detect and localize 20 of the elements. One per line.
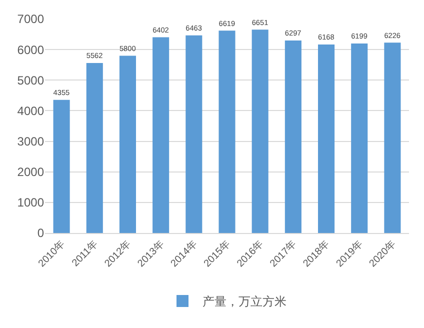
bar (119, 56, 136, 233)
y-tick-label: 4000 (17, 104, 44, 118)
y-tick-label: 0 (37, 226, 44, 240)
bar (186, 35, 202, 233)
bar (53, 100, 70, 233)
y-tick-label: 7000 (17, 12, 44, 26)
y-tick-label: 3000 (17, 134, 44, 148)
bar (86, 62, 103, 233)
y-tick-label: 5000 (17, 73, 44, 88)
y-tick-label: 1000 (17, 196, 44, 210)
y-tick-label: 6000 (17, 42, 44, 57)
legend-label: 产量，万立方米 (202, 294, 286, 309)
y-tick-label: 2000 (17, 165, 44, 180)
bar (152, 37, 170, 233)
bar (318, 44, 335, 233)
bar (218, 30, 236, 233)
bar (384, 42, 401, 233)
bar (252, 30, 268, 233)
bar (284, 40, 302, 233)
bar (351, 43, 368, 233)
